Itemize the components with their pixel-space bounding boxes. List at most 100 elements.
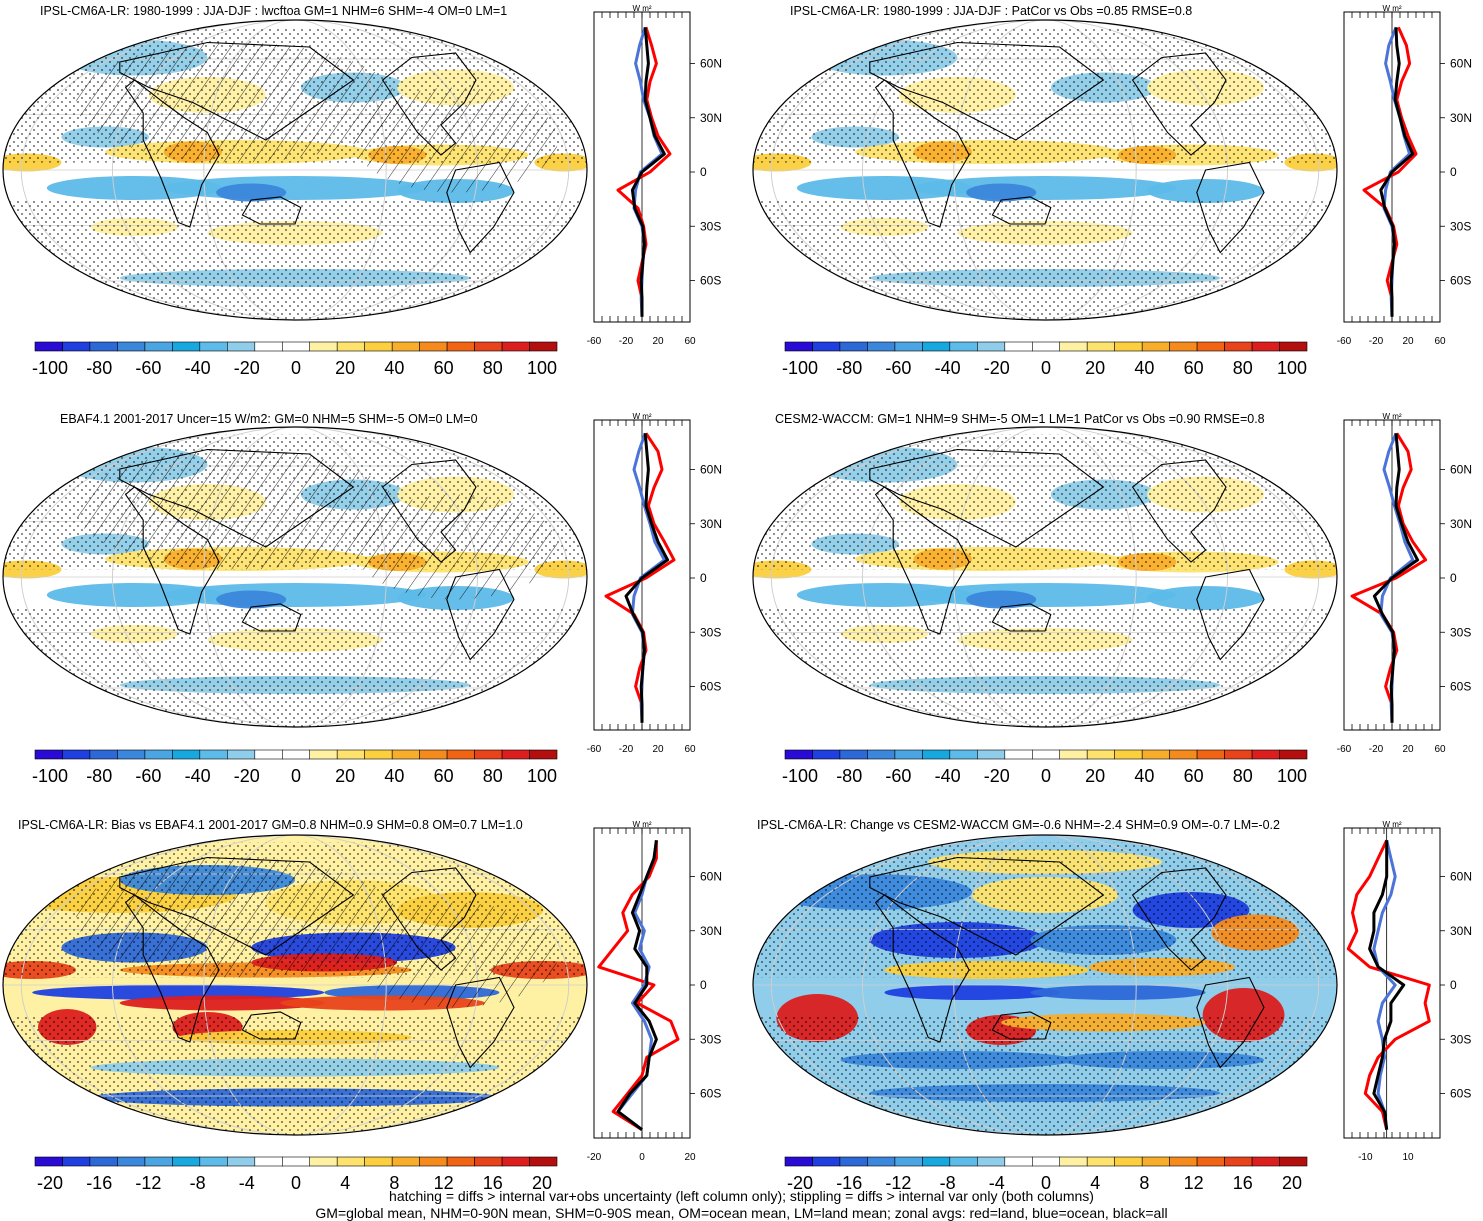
colorbar-swatch (144, 341, 173, 352)
colorbar-swatch (391, 749, 421, 760)
zonal-x-tick-label: 60 (684, 744, 696, 755)
colorbar-swatch (949, 1156, 978, 1167)
field-anomaly-14 (966, 183, 1037, 202)
hatching-overlay (76, 42, 398, 163)
colorbar-tick-label: 16 (483, 1173, 503, 1193)
colorbar-tick-label: 60 (1184, 358, 1204, 378)
colorbar-swatch (501, 1156, 530, 1167)
colorbar-tick-label: 0 (1041, 358, 1051, 378)
map-border (2, 834, 588, 1136)
panel-5-title: IPSL-CM6A-LR: Bias vs EBAF4.1 2001-2017 … (18, 818, 523, 832)
colorbar-swatch (529, 1156, 558, 1167)
colorbar-swatch (309, 341, 338, 352)
colorbar-swatch (922, 749, 951, 760)
colorbar-swatch (1059, 341, 1088, 352)
panel-2-title: IPSL-CM6A-LR: 1980-1999 : JJA-DJF : PatC… (790, 4, 1193, 18)
map-border (752, 426, 1338, 728)
colorbar-swatch (922, 341, 951, 352)
stippling-overlay (753, 1015, 1337, 1135)
zonal-x-tick-label: -20 (587, 1152, 602, 1163)
colorbar-swatch (1114, 341, 1143, 352)
stippling-overlay (753, 200, 1337, 320)
colorbar-tick-label: -100 (32, 358, 68, 378)
colorbar-swatch (812, 749, 841, 760)
colorbar-swatch (1141, 749, 1170, 760)
colorbar-tick-label: -40 (935, 358, 961, 378)
zonal-lat-tick-label: 0 (700, 978, 707, 992)
zonal-unit-label: W m² (1382, 412, 1401, 421)
colorbar-swatch (949, 341, 978, 352)
meridian-line (953, 20, 1137, 320)
field-anomaly-12 (119, 995, 325, 1011)
meridian-line (862, 427, 1228, 727)
colorbar-tick-label: 20 (335, 766, 355, 786)
zonal-x-tick-label: -20 (619, 336, 634, 347)
zonal-series-all (624, 433, 670, 723)
colorbar-tick-label: 0 (1041, 1173, 1051, 1193)
map-panel-1 (2, 19, 588, 352)
colorbar-tick-label: 20 (1282, 1173, 1302, 1193)
colorbar-tick-label: 80 (1233, 358, 1253, 378)
colorbar-swatch (894, 341, 923, 352)
colorbar-swatch (309, 749, 338, 760)
colorbar-swatch (62, 341, 91, 352)
hatching-overlay (353, 87, 558, 193)
colorbar-tick-label: -4 (239, 1173, 255, 1193)
colorbar-tick-label: -40 (935, 766, 961, 786)
colorbar-swatch (34, 341, 63, 352)
zonal-x-tick-label: 20 (652, 744, 664, 755)
zonal-x-tick-label: -10 (1358, 1152, 1373, 1163)
colorbar-swatch (474, 341, 503, 352)
zonal-lat-tick-label: 60N (700, 870, 722, 884)
colorbar-tick-label: 60 (434, 766, 454, 786)
colorbar-swatch (144, 749, 173, 760)
colorbar-tick-label: 20 (1085, 358, 1105, 378)
colorbar-swatch (922, 1156, 951, 1167)
colorbar-tick-label: -20 (787, 1173, 813, 1193)
colorbar-swatch (1141, 341, 1170, 352)
colorbar-tick-label: 100 (527, 358, 557, 378)
zonal-x-tick-label: -60 (587, 744, 602, 755)
colorbar-swatch (117, 1156, 146, 1167)
zonal-x-tick-label: 10 (1402, 1152, 1414, 1163)
colorbar-tick-label: 20 (1085, 766, 1105, 786)
colorbar-tick-label: -100 (782, 766, 818, 786)
map-panel-5 (2, 834, 588, 1167)
meridian-line (20, 427, 570, 727)
colorbar-tick-label: -60 (135, 766, 161, 786)
colorbar-tick-label: 40 (1134, 766, 1154, 786)
colorbar-swatch (1279, 1156, 1308, 1167)
colorbar-swatch (34, 749, 63, 760)
colorbar-tick-label: 80 (483, 766, 503, 786)
colorbar-tick-label: 100 (527, 766, 557, 786)
map-panel-6 (752, 834, 1338, 1167)
colorbar-tick-label: -40 (185, 766, 211, 786)
zonal-lat-tick-label: 60N (1450, 57, 1472, 71)
colorbar-swatch (364, 1156, 393, 1167)
map-field-1 (3, 20, 587, 320)
zonal-x-tick-label: 0 (639, 1152, 645, 1163)
zonal-lat-tick-label: 30S (1450, 219, 1471, 233)
colorbar-tick-label: 40 (1134, 358, 1154, 378)
colorbar-swatch (117, 341, 146, 352)
zonal-x-tick-label: -20 (1369, 336, 1384, 347)
colorbar-tick-label: 0 (1041, 766, 1051, 786)
zonal-x-tick-label: -60 (1337, 336, 1352, 347)
colorbar-tick-label: 40 (384, 358, 404, 378)
map-border (752, 834, 1338, 1136)
zonal-lat-tick-label: 30N (1450, 924, 1472, 938)
colorbar-tick-label: 80 (1233, 766, 1253, 786)
colorbar-tick-label: -20 (984, 358, 1010, 378)
colorbar-tick-label: -20 (984, 766, 1010, 786)
colorbar-tick-label: 40 (384, 766, 404, 786)
colorbar-swatch (1032, 341, 1061, 352)
zonal-panel-4 (1343, 419, 1445, 731)
colorbar-tick-label: -100 (32, 766, 68, 786)
colorbar-swatch (1279, 749, 1308, 760)
stippling-overlay (3, 607, 587, 727)
map-border (2, 19, 588, 321)
zonal-panel-1 (593, 11, 695, 323)
zonal-lat-tick-label: 0 (1450, 165, 1457, 179)
colorbar-swatch (199, 749, 228, 760)
panel-1-title: IPSL-CM6A-LR: 1980-1999 : JJA-DJF : lwcf… (40, 4, 508, 18)
